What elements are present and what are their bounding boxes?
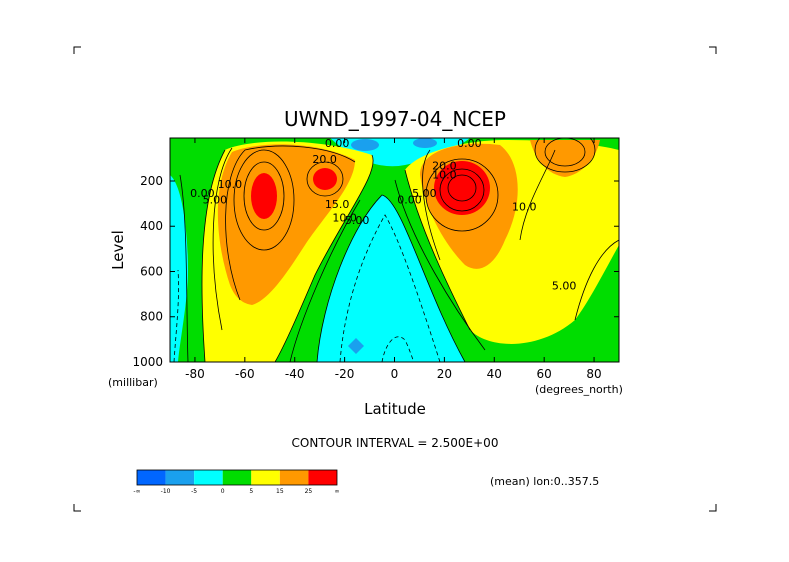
colorbar-level-label: -5 bbox=[191, 488, 197, 495]
contour-interval-text: CONTOUR INTERVAL = 2.500E+00 bbox=[292, 436, 499, 450]
contour-label: 5.00 bbox=[345, 214, 370, 227]
colorbar-level-label: 5 bbox=[249, 488, 253, 495]
y-tick-label: 600 bbox=[140, 264, 163, 278]
y-units-label: (millibar) bbox=[108, 376, 158, 389]
colorbar-level-label: 15 bbox=[276, 488, 284, 495]
contour-labels: 20.010.05.000.0015.010.05.000.005.0010.0… bbox=[190, 137, 577, 293]
colorbar-swatch bbox=[279, 470, 309, 485]
x-tick-label: -60 bbox=[235, 367, 255, 381]
x-tick-label: 60 bbox=[537, 367, 552, 381]
chart-title: UWND_1997-04_NCEP bbox=[284, 107, 506, 131]
contour-label: 15.0 bbox=[325, 198, 350, 211]
contour-label: 0.00 bbox=[190, 187, 215, 200]
y-tick-label: 200 bbox=[140, 174, 163, 188]
y-tick-label: 1000 bbox=[132, 355, 163, 369]
contour-label: 10.0 bbox=[332, 212, 357, 225]
contour-label: 0.00 bbox=[457, 137, 482, 150]
colorbar-level-label: -∞ bbox=[133, 488, 140, 495]
x-tick-label: -20 bbox=[335, 367, 355, 381]
y-tick-label: 800 bbox=[140, 310, 163, 324]
plot-area: 20.010.05.000.0015.010.05.000.005.0010.0… bbox=[170, 137, 619, 362]
colorbar-swatch bbox=[308, 470, 337, 485]
contour-label: 0.00 bbox=[397, 194, 422, 207]
contour-label: 5.00 bbox=[203, 194, 228, 207]
contour-label: 5.00 bbox=[552, 280, 577, 293]
contour-label: 20.0 bbox=[312, 153, 337, 166]
y-axis: 200 400 600 800 1000 bbox=[132, 174, 619, 369]
colorbar-swatch bbox=[222, 470, 252, 485]
x-axis: -80 -60 -40 -20 0 20 40 60 80 bbox=[185, 138, 602, 381]
colorbar-swatch bbox=[137, 470, 166, 485]
core-red-sh-subtropical bbox=[313, 168, 337, 190]
x-tick-label: -80 bbox=[185, 367, 205, 381]
x-tick-label: -40 bbox=[285, 367, 305, 381]
colorbar-swatch bbox=[194, 470, 223, 485]
colorbar: -∞ -10 -5 0 5 15 25 ∞ bbox=[133, 469, 340, 495]
band-cyan-tropics bbox=[317, 195, 465, 362]
band-blue-top bbox=[351, 139, 379, 151]
x-tick-label: 0 bbox=[391, 367, 399, 381]
core-red-nh bbox=[434, 161, 490, 215]
colorbar-level-label: 0 bbox=[221, 488, 225, 495]
band-cyan-south-pole bbox=[170, 175, 188, 362]
colorbar-level-label: ∞ bbox=[335, 488, 340, 495]
contour-label: 20.0 bbox=[432, 160, 457, 173]
contour-label: 0.00 bbox=[325, 137, 350, 150]
x-tick-label: 80 bbox=[586, 367, 601, 381]
footnote: (mean) lon:0..357.5 bbox=[490, 475, 599, 488]
x-tick-label: 40 bbox=[487, 367, 502, 381]
contour-label: 10.0 bbox=[432, 169, 457, 182]
contour-lines-negative bbox=[173, 214, 441, 362]
colorbar-swatch bbox=[165, 470, 195, 485]
core-red-sh bbox=[251, 173, 277, 219]
crop-marks bbox=[73, 46, 717, 512]
x-tick-label: 20 bbox=[437, 367, 452, 381]
contour-label: 10.0 bbox=[512, 200, 537, 213]
colorbar-level-label: 25 bbox=[305, 488, 313, 495]
x-units-label: (degrees_north) bbox=[535, 383, 623, 396]
y-axis-title: Level bbox=[109, 230, 127, 270]
contour-label: 10.0 bbox=[218, 178, 243, 191]
band-blue-surface bbox=[348, 338, 364, 354]
colorbar-frame bbox=[136, 469, 338, 486]
colorbar-swatch bbox=[251, 470, 280, 485]
contour-label: 5.00 bbox=[412, 187, 437, 200]
colorbar-level-label: -10 bbox=[161, 488, 171, 495]
y-tick-label: 400 bbox=[140, 219, 163, 233]
x-axis-title: Latitude bbox=[364, 400, 426, 418]
contour-lines bbox=[179, 138, 619, 362]
band-blue-top-2 bbox=[413, 138, 437, 148]
